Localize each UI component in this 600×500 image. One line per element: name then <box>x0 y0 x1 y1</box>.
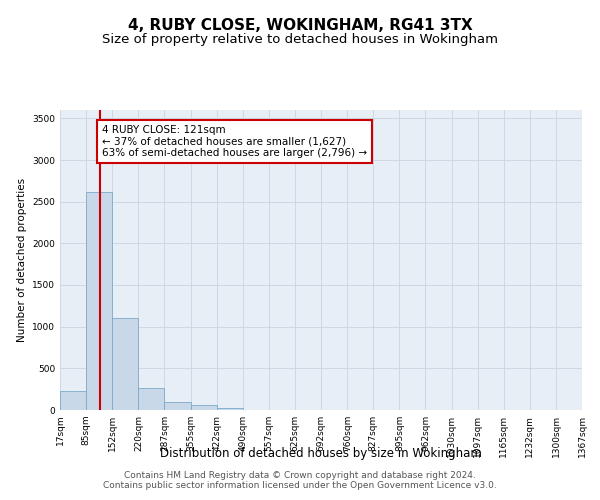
Text: 4, RUBY CLOSE, WOKINGHAM, RG41 3TX: 4, RUBY CLOSE, WOKINGHAM, RG41 3TX <box>128 18 472 32</box>
Bar <box>112 318 139 410</box>
Text: Size of property relative to detached houses in Wokingham: Size of property relative to detached ho… <box>102 32 498 46</box>
Y-axis label: Number of detached properties: Number of detached properties <box>17 178 26 342</box>
Bar <box>139 388 164 410</box>
Text: Contains HM Land Registry data © Crown copyright and database right 2024.
Contai: Contains HM Land Registry data © Crown c… <box>103 470 497 490</box>
Text: 4 RUBY CLOSE: 121sqm
← 37% of detached houses are smaller (1,627)
63% of semi-de: 4 RUBY CLOSE: 121sqm ← 37% of detached h… <box>102 125 367 158</box>
Bar <box>217 408 243 410</box>
Text: Distribution of detached houses by size in Wokingham: Distribution of detached houses by size … <box>160 448 482 460</box>
Bar <box>86 192 112 410</box>
Bar <box>60 391 86 410</box>
Bar <box>164 402 191 410</box>
Bar <box>191 406 217 410</box>
